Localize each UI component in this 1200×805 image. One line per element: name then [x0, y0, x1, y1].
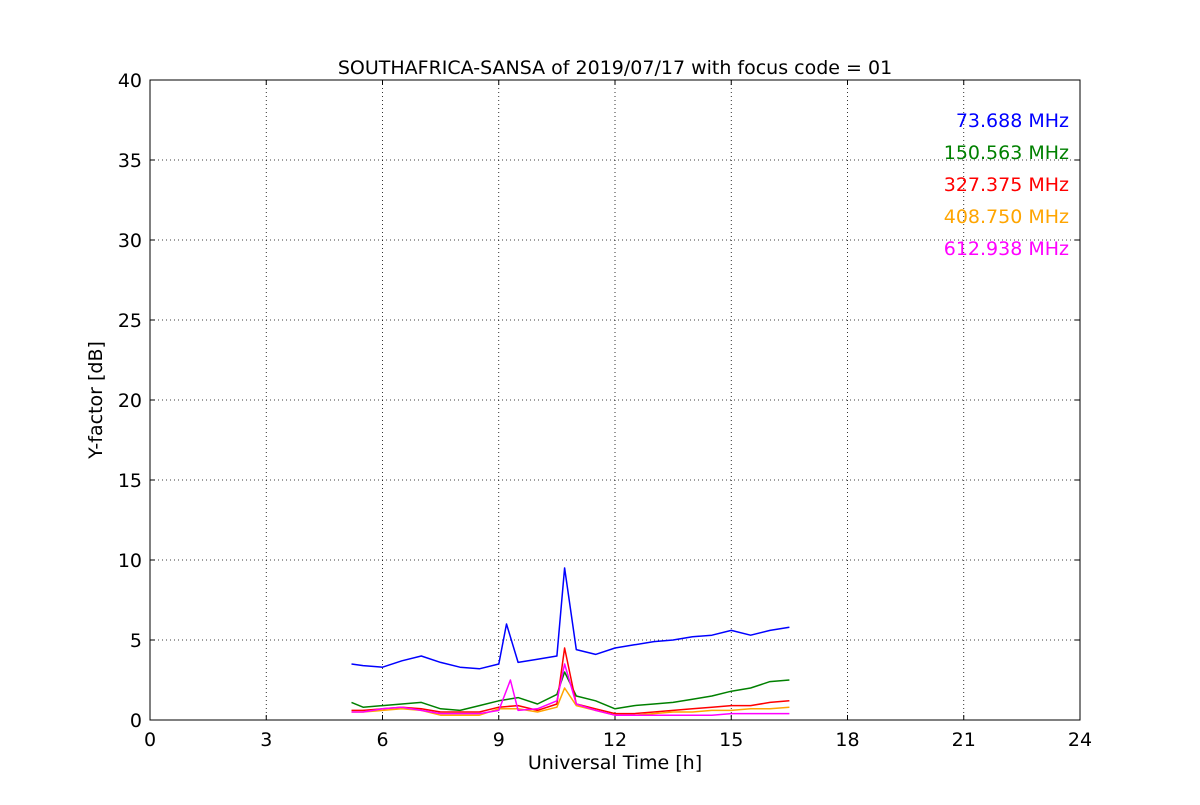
- y-axis-label: Y-factor [dB]: [85, 341, 107, 460]
- legend-entry: 327.375 MHz: [944, 174, 1069, 196]
- x-tick-label: 12: [603, 729, 627, 751]
- series-line-1: [351, 671, 790, 712]
- y-tick-label: 5: [130, 630, 142, 652]
- x-tick-label: 18: [835, 729, 859, 751]
- y-tick-label: 30: [118, 230, 142, 252]
- series-line-0: [351, 567, 790, 670]
- y-tick-label: 40: [118, 70, 142, 92]
- x-tick-label: 6: [376, 729, 388, 751]
- x-tick-label: 15: [719, 729, 743, 751]
- x-tick-label: 0: [144, 729, 156, 751]
- y-tick-label: 10: [118, 550, 142, 572]
- y-tick-label: 0: [130, 710, 142, 732]
- legend: 73.688 MHz 150.563 MHz 327.375 MHz 408.750 …: [944, 110, 1069, 260]
- plot-frame: [149, 79, 1081, 721]
- chart-title: SOUTHAFRICA-SANSA of 2019/07/17 with foc…: [338, 57, 892, 79]
- x-axis-label: Universal Time [h]: [528, 752, 702, 774]
- legend-entry: 408.750 MHz: [944, 206, 1069, 228]
- x-tick-label: 24: [1068, 729, 1092, 751]
- y-tick-label: 20: [118, 390, 142, 412]
- legend-entry: 150.563 MHz: [944, 142, 1069, 164]
- series-line-4: [351, 663, 790, 716]
- axis-ticks: 0 3 6 9 12 15 18 21 24 0 5 10 15 20 25 30 35 40: [118, 70, 1092, 751]
- y-tick-label: 15: [118, 470, 142, 492]
- x-tick-label: 3: [260, 729, 272, 751]
- legend-entry: 73.688 MHz: [956, 110, 1069, 132]
- x-tick-label: 9: [493, 729, 505, 751]
- grid: [150, 80, 1080, 720]
- x-tick-label: 21: [952, 729, 976, 751]
- y-tick-label: 25: [118, 310, 142, 332]
- legend-entry: 612.938 MHz: [944, 238, 1069, 260]
- series-group: [351, 567, 790, 716]
- y-tick-label: 35: [118, 150, 142, 172]
- series-line-2: [351, 647, 790, 715]
